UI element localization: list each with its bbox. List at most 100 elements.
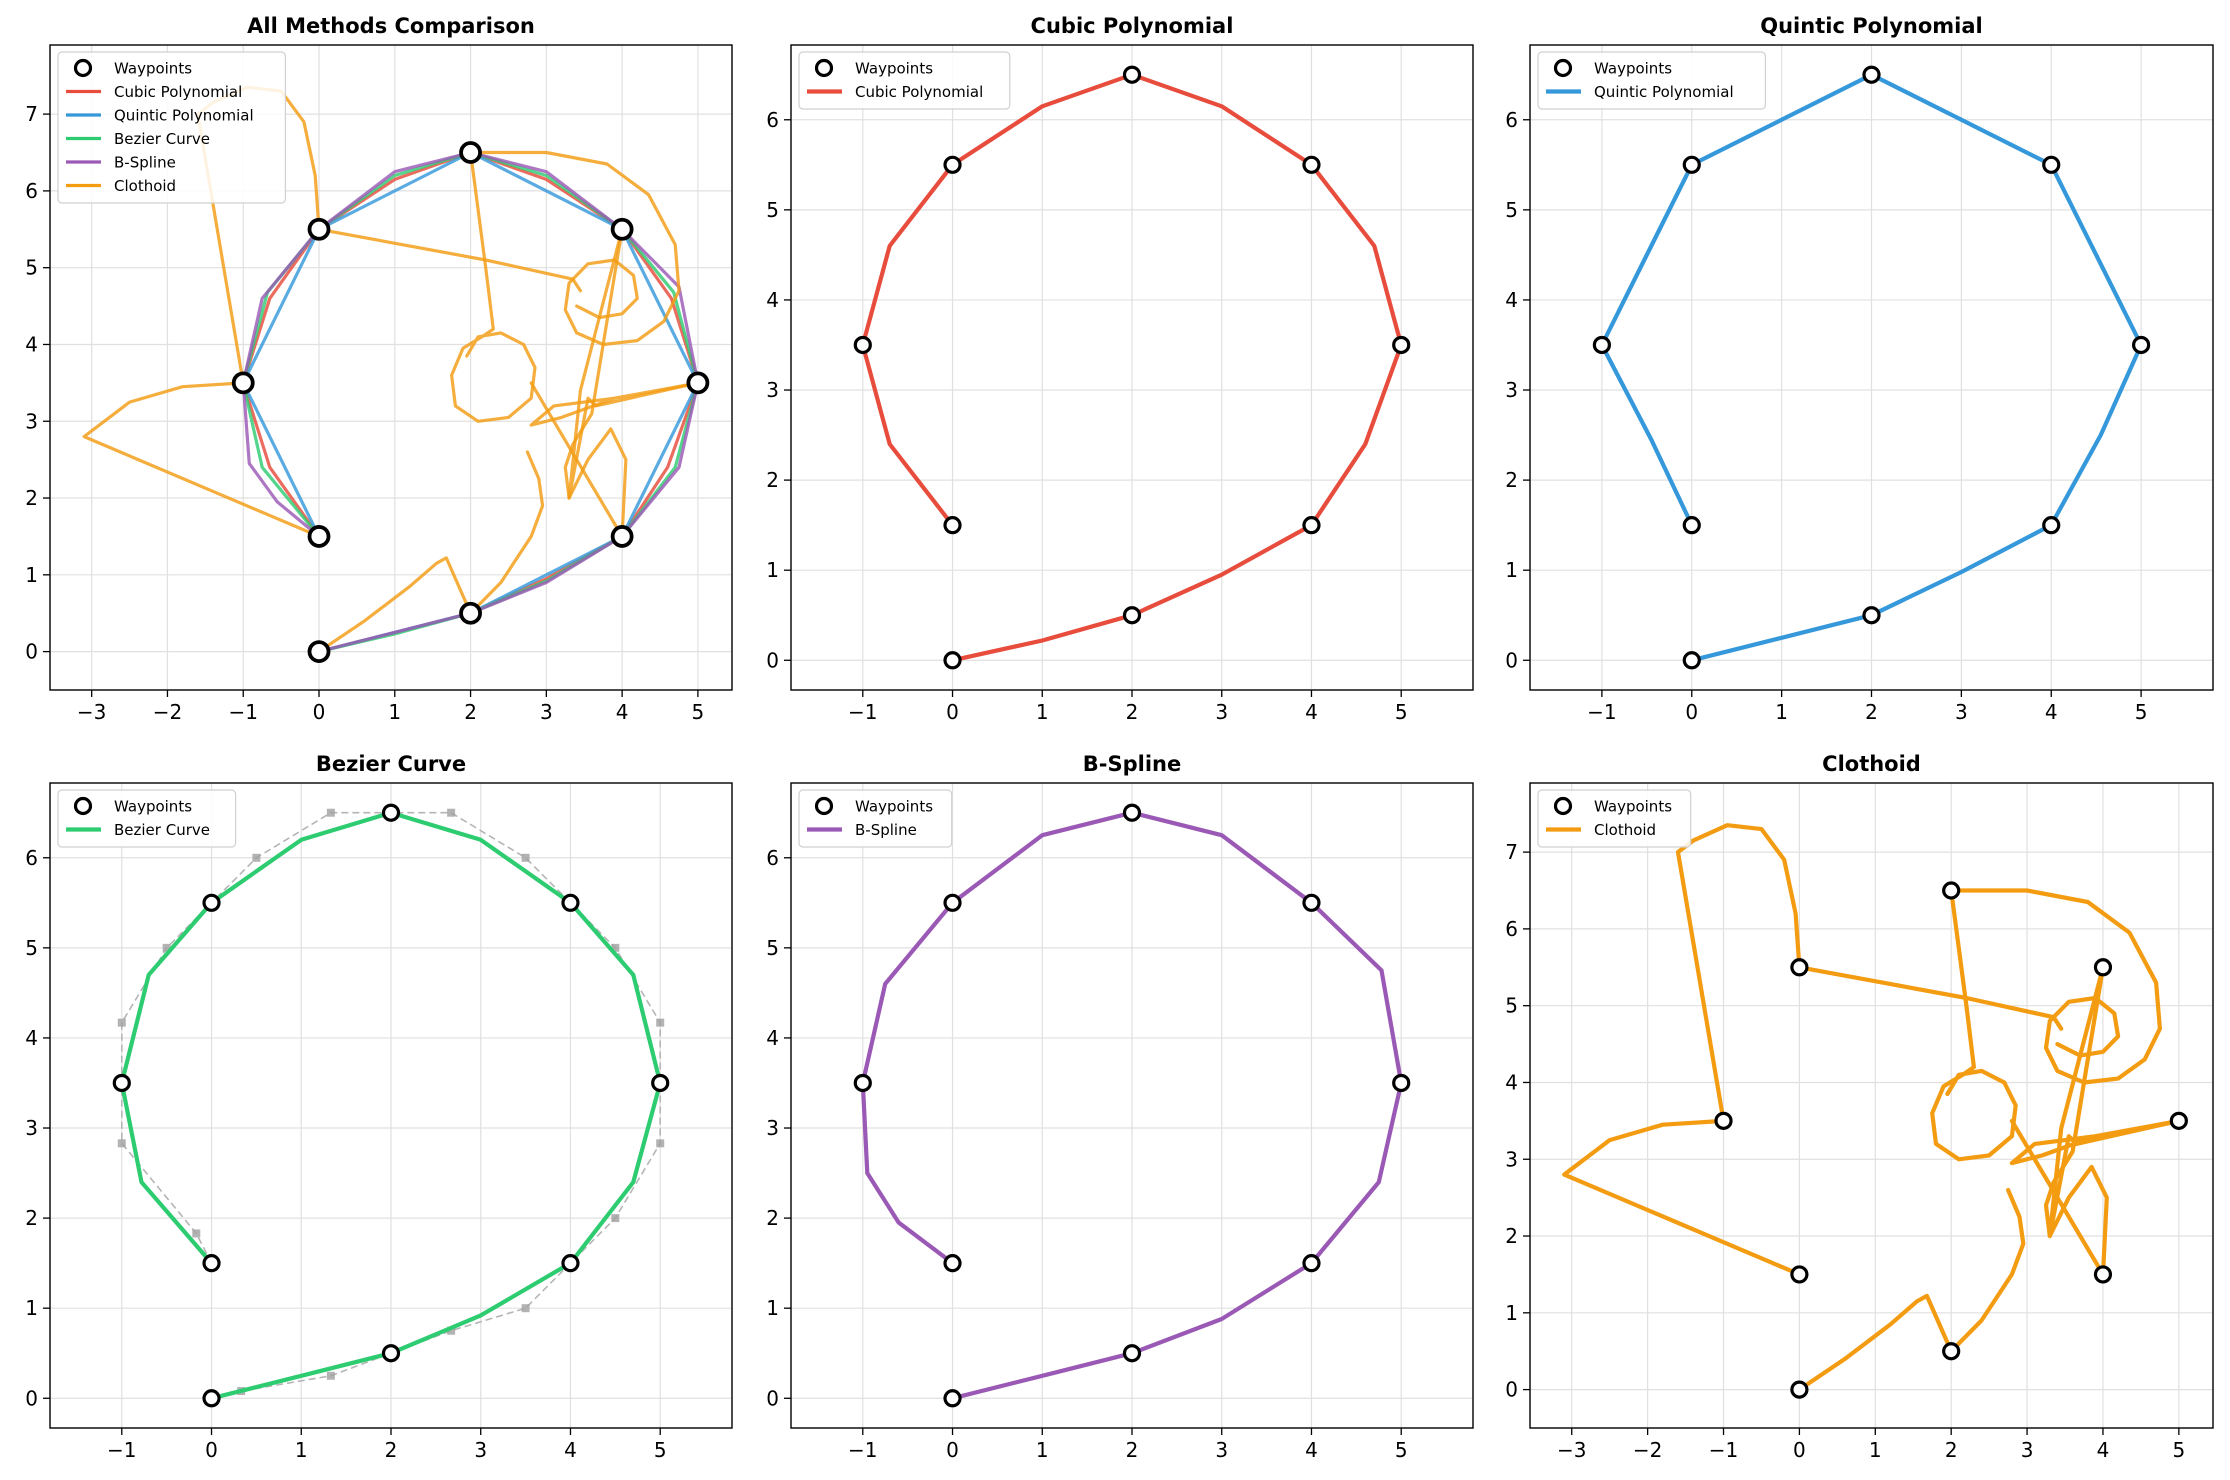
x-tick-label: 4 [2097,1438,2110,1462]
y-tick-label: 5 [1505,198,1518,222]
series-line-clothoid [1949,888,2162,1085]
y-tick-label: 3 [766,1116,779,1140]
waypoint-marker [459,601,482,625]
waypoint-marker [943,1389,962,1408]
x-tick-label: 5 [1395,1438,1408,1462]
x-tick-label: 5 [654,1438,667,1462]
y-tick-label: 1 [766,1296,779,1320]
waypoint-marker [943,651,962,670]
legend-label: Bezier Curve [114,130,210,148]
y-tick-label: 3 [1505,378,1518,402]
legend-waypoint-marker [1553,58,1573,78]
waypoint-marker [1302,155,1321,174]
y-tick-label: 1 [25,563,38,587]
series-line-clothoid [469,450,545,615]
waypoint-marker [381,1344,401,1363]
legend-label: Quintic Polynomial [1594,83,1734,101]
series-line-clothoid [469,150,681,347]
waypoint-marker [2093,958,2113,977]
series-line-clothoid [1797,965,2064,1031]
waypoint-marker [1862,606,1881,625]
waypoint-marker [561,1254,580,1273]
subplot-title: Clothoid [1822,752,1921,776]
x-tick-label: 5 [2135,700,2148,724]
y-tick-label: 0 [1505,1378,1518,1402]
waypoint-marker [1392,335,1411,355]
legend-waypoint-marker [73,796,93,816]
axes-frame [1529,782,2214,1429]
y-tick-label: 0 [766,1386,779,1410]
waypoint-marker [202,893,221,912]
waypoint-marker [381,803,401,822]
legend: Waypoints Cubic Polynomial Quintic Polynom… [57,51,286,204]
y-tick-label: 4 [766,288,779,312]
series-line-clothoid [317,556,473,654]
subplot-title: Quintic Polynomial [1760,14,1982,38]
legend-label: B-Spline [114,154,176,172]
waypoint-marker [459,141,482,164]
waypoint-marker [1682,651,1701,670]
control-point [162,943,171,952]
legend: Waypoints Cubic Polynomial [798,51,1011,110]
x-tick-label: 2 [1126,1438,1139,1462]
x-tick-label: 1 [1775,700,1788,724]
legend-label: Waypoints [114,798,192,816]
subplot-6: −3 −2 −1 0 1 2 3 4 5 0 1 2 3 4 5 6 7 Clothoid Waypoints Clo… [1505,752,2214,1462]
x-tick-label: 0 [946,1438,959,1462]
control-point [117,1139,126,1148]
legend-label: Quintic Polynomial [114,107,254,125]
series-line-clothoid [1675,823,1802,1124]
legend-label: Waypoints [1594,60,1672,78]
y-tick-label: 6 [1505,108,1518,132]
x-tick-label: 4 [616,700,629,724]
legend-box [798,51,1011,110]
x-tick-label: 3 [1215,700,1228,724]
x-tick-label: 0 [1685,700,1698,724]
y-tick-label: 4 [766,1026,779,1050]
y-tick-label: 5 [1505,994,1518,1018]
x-tick-label: 1 [1869,1438,1882,1462]
waypoint-marker [307,217,331,241]
x-tick-label: −1 [107,1438,136,1462]
series-line-b-spline [860,810,1404,1401]
y-tick-label: 3 [1505,1147,1518,1171]
legend-label: Clothoid [114,177,176,195]
x-tick-label: 3 [1955,700,1968,724]
y-tick-label: 1 [1505,558,1518,582]
waypoint-marker [610,525,634,548]
y-tick-label: 2 [25,1206,38,1230]
legend: Waypoints B-Spline [798,789,953,848]
axes-frame [49,782,733,1429]
series-line-clothoid [2009,1118,2106,1277]
waypoint-marker [943,893,962,912]
series-line-clothoid [1949,1187,2026,1354]
series-line-clothoid [450,150,537,423]
waypoint-marker [1790,958,1809,977]
waypoint-marker [1790,1265,1809,1284]
series-line-b-spline [241,150,700,654]
waypoint-marker [610,217,634,241]
x-tick-label: 5 [692,700,705,724]
y-tick-label: 7 [1505,840,1518,864]
x-tick-label: 0 [1793,1438,1806,1462]
waypoint-marker [1714,1111,1733,1130]
waypoint-marker [2042,155,2061,174]
waypoint-marker [1592,335,1611,355]
waypoint-marker [1392,1073,1411,1093]
legend-label: Bezier Curve [114,821,210,839]
legend-label: B-Spline [855,821,917,839]
control-point [656,1139,665,1148]
x-tick-label: 2 [464,700,477,724]
subplot-title: Bezier Curve [316,752,466,776]
waypoint-marker [307,525,331,548]
waypoint-marker [1682,516,1701,535]
x-tick-label: 0 [205,1438,218,1462]
series-line-clothoid [563,227,628,539]
y-tick-label: 6 [766,108,779,132]
legend-waypoint-marker [73,58,93,78]
x-tick-label: 3 [1215,1438,1228,1462]
y-tick-label: 5 [766,198,779,222]
waypoint-marker [1942,881,1961,900]
